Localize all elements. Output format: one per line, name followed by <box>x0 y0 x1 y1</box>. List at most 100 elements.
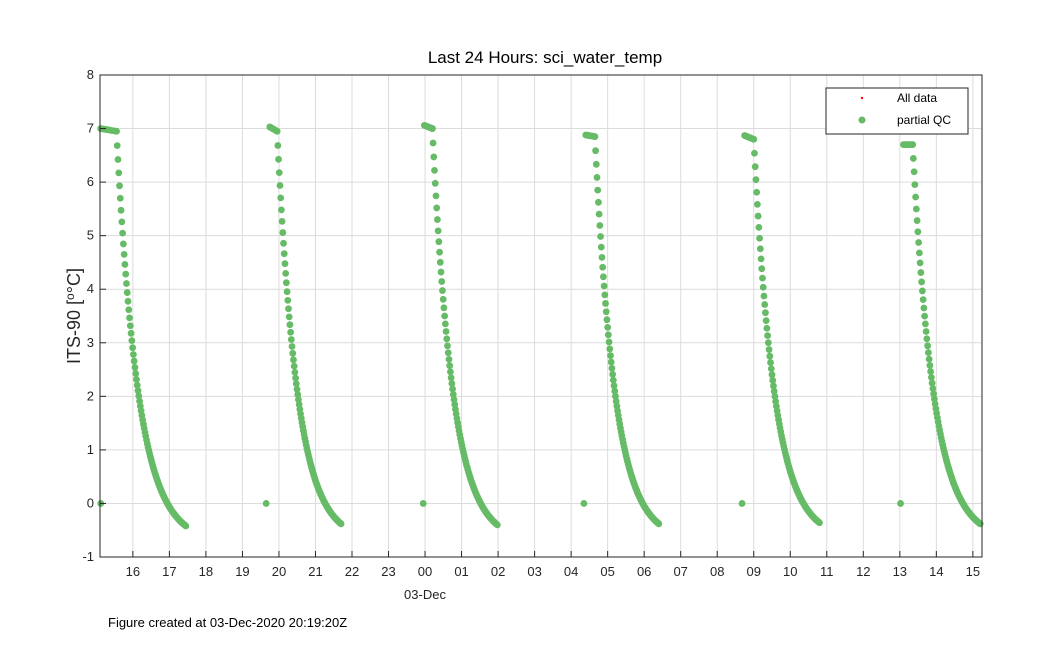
data-point <box>280 239 287 247</box>
data-point <box>291 368 299 376</box>
data-point <box>127 329 135 337</box>
data-point <box>592 160 600 168</box>
data-point <box>274 142 282 149</box>
data-point <box>761 301 769 308</box>
data-point <box>610 382 618 390</box>
data-point <box>282 279 290 287</box>
data-point <box>816 519 823 527</box>
data-point <box>918 287 926 295</box>
data-point <box>609 370 617 378</box>
data-point <box>288 343 296 350</box>
data-point <box>432 192 440 200</box>
data-point <box>126 314 133 322</box>
x-date-label: 03-Dec <box>404 587 446 602</box>
y-tick-label: 0 <box>87 495 94 510</box>
data-point <box>768 371 776 379</box>
data-point <box>612 392 619 400</box>
data-point <box>929 385 937 392</box>
data-point <box>131 364 139 371</box>
data-point <box>287 328 295 336</box>
data-point <box>134 387 142 395</box>
data-point <box>447 368 454 376</box>
data-point <box>910 168 918 176</box>
data-point <box>924 342 932 350</box>
data-point <box>755 223 763 231</box>
x-tick-label: 03 <box>527 564 541 579</box>
data-point <box>764 339 772 347</box>
data-point <box>279 229 287 236</box>
data-point <box>916 259 924 267</box>
data-point <box>580 500 588 507</box>
data-point <box>897 500 904 507</box>
data-point <box>442 328 450 335</box>
x-tick-label: 19 <box>235 564 249 579</box>
data-point <box>923 335 931 343</box>
data-point <box>921 312 929 320</box>
data-point <box>441 320 449 328</box>
data-point <box>762 317 770 325</box>
data-point <box>758 265 766 273</box>
data-point <box>128 337 136 345</box>
data-point <box>132 370 140 377</box>
data-point <box>909 155 917 162</box>
data-point <box>911 181 919 189</box>
data-point <box>604 324 612 331</box>
y-tick-label: 7 <box>87 121 94 136</box>
data-point <box>443 335 451 343</box>
data-point <box>119 240 127 248</box>
data-point <box>927 374 935 381</box>
data-point <box>337 520 345 528</box>
data-point <box>602 308 610 316</box>
data-point <box>439 287 446 294</box>
data-point <box>133 376 140 383</box>
x-tick-label: 11 <box>820 564 834 579</box>
legend-marker-all-data <box>860 96 864 100</box>
x-tick-label: 15 <box>966 564 980 579</box>
data-point <box>920 304 928 312</box>
data-point <box>293 385 301 393</box>
data-point <box>441 312 449 320</box>
x-tick-label: 12 <box>856 564 870 579</box>
data-point <box>120 250 128 258</box>
legend-label-all-data: All data <box>897 91 937 105</box>
data-point <box>273 127 281 135</box>
y-axis-label: ITS-90 [o°C] <box>63 268 84 364</box>
x-tick-label: 10 <box>783 564 797 579</box>
data-point <box>284 296 292 304</box>
data-point <box>429 139 437 147</box>
data-point <box>766 352 774 360</box>
data-point <box>759 274 766 282</box>
data-point <box>292 380 300 388</box>
data-point <box>124 297 132 305</box>
data-point <box>428 125 436 132</box>
data-point <box>597 243 605 251</box>
data-point <box>113 142 121 150</box>
data-point <box>756 245 764 253</box>
data-point <box>759 283 767 291</box>
data-point <box>607 352 614 360</box>
data-point <box>770 382 777 390</box>
data-point <box>924 349 932 356</box>
data-point <box>770 387 778 395</box>
y-axis-label-degree: o <box>63 293 77 300</box>
data-point <box>764 332 772 339</box>
data-point <box>909 141 917 149</box>
data-point <box>433 204 441 212</box>
data-point <box>286 321 294 329</box>
data-point <box>444 349 452 357</box>
data-point <box>771 393 779 400</box>
data-point <box>126 322 134 330</box>
data-point <box>597 233 604 240</box>
y-tick-label: 2 <box>87 388 94 403</box>
data-point <box>277 206 285 214</box>
data-point <box>976 520 984 528</box>
data-point <box>608 364 616 372</box>
data-point <box>129 351 137 358</box>
data-point <box>445 355 453 363</box>
data-point <box>434 216 441 223</box>
data-point <box>757 255 765 263</box>
y-axis-label-unit: °C] <box>64 268 84 293</box>
x-tick-label: 18 <box>199 564 213 579</box>
legend: All data partial QC <box>825 87 969 135</box>
data-point <box>448 380 456 387</box>
